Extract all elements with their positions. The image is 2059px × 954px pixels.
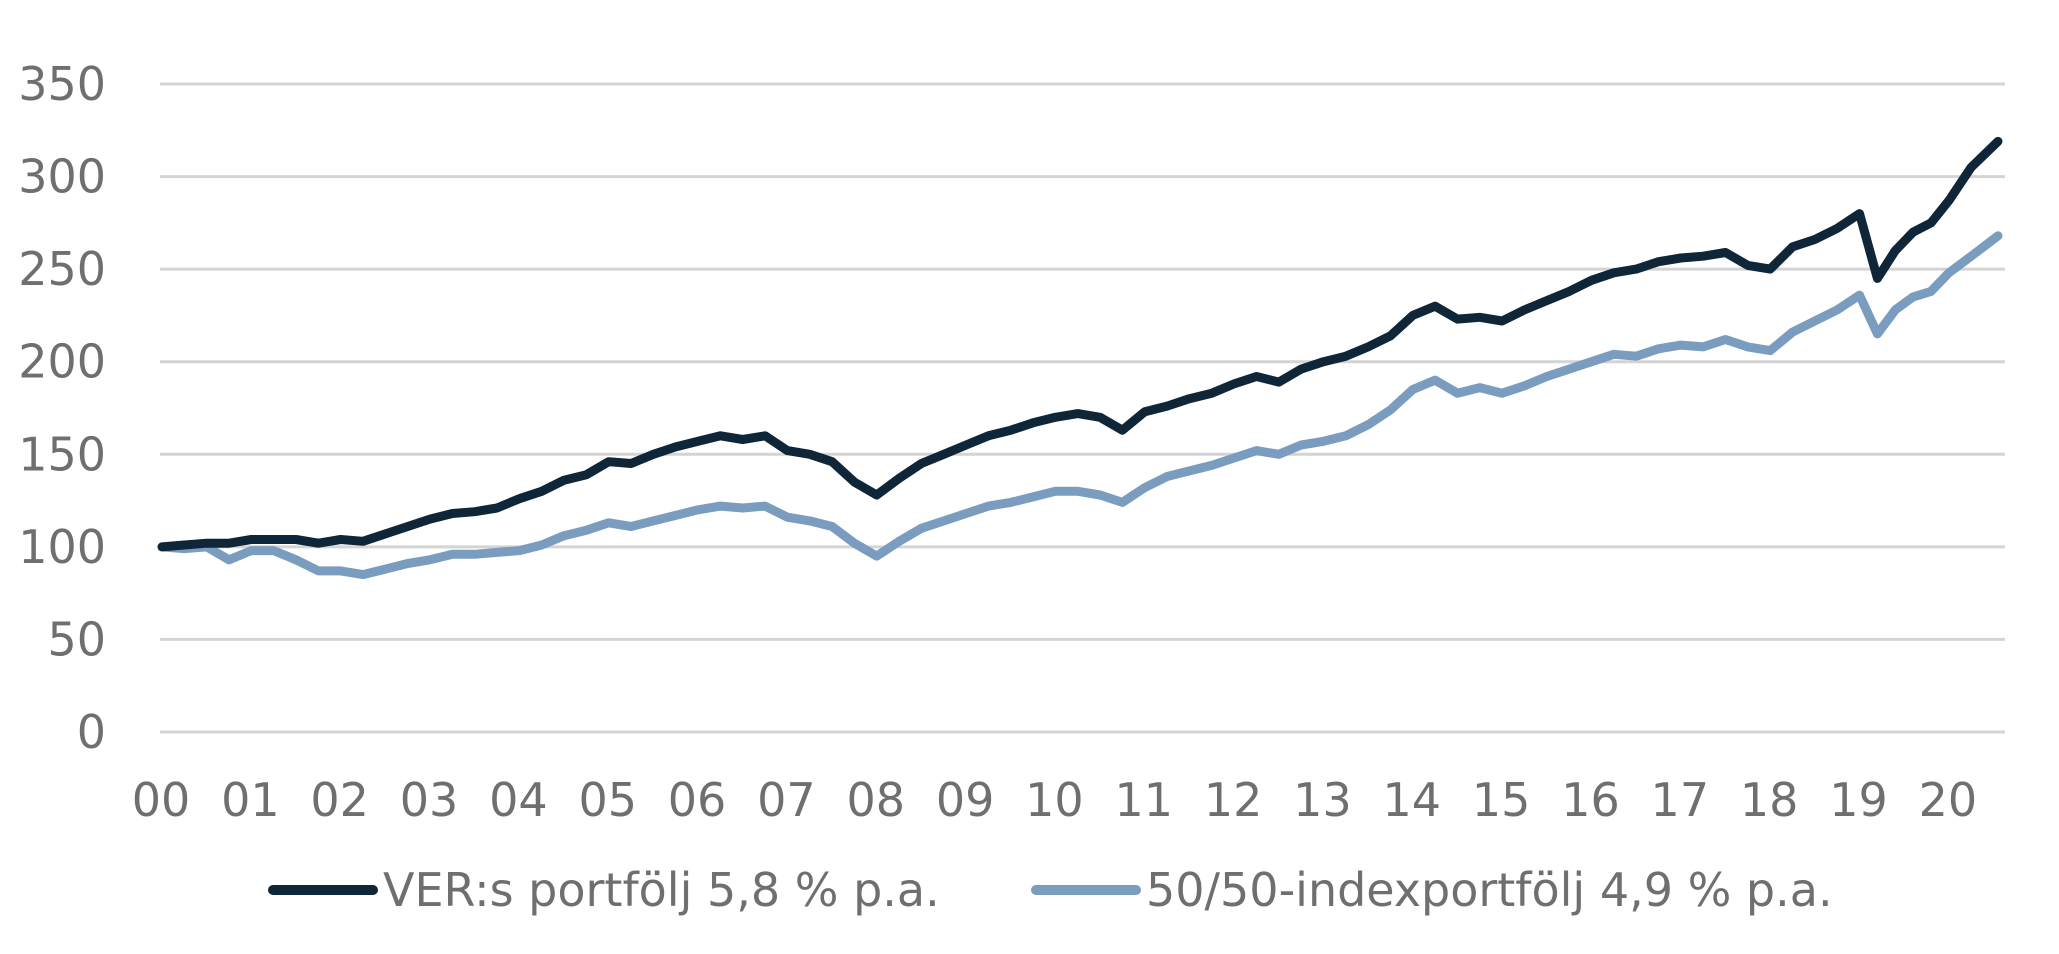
x-tick-label: 17: [1651, 773, 1710, 827]
x-tick-label: 10: [1025, 773, 1084, 827]
y-tick-label: 350: [18, 57, 106, 111]
x-tick-label: 09: [936, 773, 995, 827]
legend-label-ver-portfolj: VER:s portfölj 5,8 % p.a.: [383, 863, 940, 917]
y-axis-ticks: 0 50 100 150 200 250 300 350: [18, 57, 106, 759]
x-tick-label: 08: [846, 773, 905, 827]
x-tick-label: 11: [1115, 773, 1174, 827]
x-tick-label: 03: [400, 773, 459, 827]
legend: VER:s portfölj 5,8 % p.a. 50/50-indexpor…: [268, 863, 1833, 917]
x-tick-label: 06: [668, 773, 727, 827]
series-line-ver-portfolj: [157, 136, 2003, 552]
x-axis-ticks: 00 01 02 03 04 05 06 07 08 09 10 11 12 13 14 15 16 17 18 19…: [132, 773, 1977, 827]
y-tick-label: 50: [47, 612, 106, 666]
x-tick-label: 19: [1829, 773, 1888, 827]
y-tick-label: 0: [77, 705, 106, 759]
x-tick-label: 16: [1561, 773, 1620, 827]
y-tick-label: 250: [18, 242, 106, 296]
x-tick-label: 20: [1919, 773, 1978, 827]
x-tick-label: 00: [132, 773, 191, 827]
y-tick-label: 200: [18, 335, 106, 389]
x-tick-label: 13: [1293, 773, 1352, 827]
y-tick-label: 150: [18, 427, 106, 481]
x-tick-label: 05: [578, 773, 637, 827]
x-tick-label: 07: [757, 773, 816, 827]
y-tick-label: 300: [18, 150, 106, 204]
legend-label-50-50-indexportfolj: 50/50-indexportfölj 4,9 % p.a.: [1146, 863, 1833, 917]
x-tick-label: 15: [1472, 773, 1531, 827]
series-lines: [157, 136, 2003, 580]
x-tick-label: 14: [1383, 773, 1442, 827]
x-tick-label: 12: [1204, 773, 1263, 827]
x-tick-label: 01: [221, 773, 280, 827]
x-tick-label: 18: [1740, 773, 1799, 827]
series-line-50-50-indexportfolj: [157, 231, 2003, 580]
gridlines: [160, 82, 2005, 734]
x-tick-label: 02: [310, 773, 369, 827]
x-tick-label: 04: [489, 773, 548, 827]
y-tick-label: 100: [18, 520, 106, 574]
